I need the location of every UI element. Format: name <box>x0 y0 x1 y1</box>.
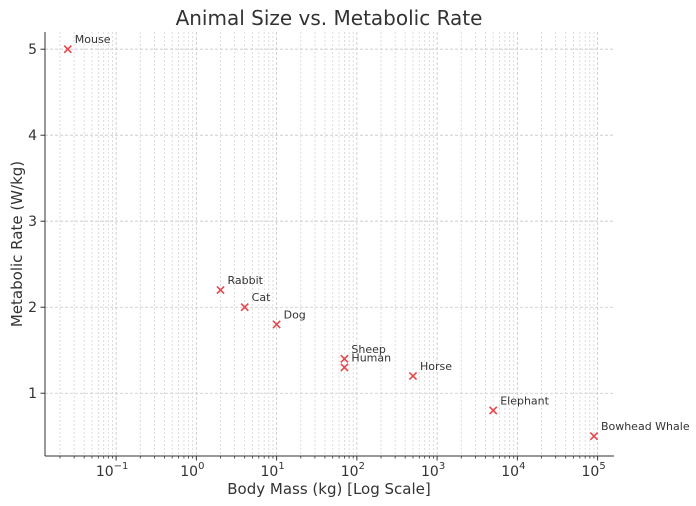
point-label: Cat <box>252 291 271 304</box>
chart-title: Animal Size vs. Metabolic Rate <box>176 6 483 30</box>
point-label: Mouse <box>75 33 111 46</box>
point-marker-stroke <box>216 285 225 295</box>
data-point <box>216 285 225 295</box>
x-tick-label: 105 <box>582 461 606 480</box>
x-tick-label: 100 <box>180 461 204 480</box>
x-tick-label: 101 <box>261 461 285 480</box>
y-tick-label: 5 <box>28 42 37 58</box>
data-point <box>408 371 418 381</box>
point-marker-stroke <box>489 406 498 415</box>
data-points <box>63 45 599 441</box>
point-label: Bowhead Whale <box>601 420 690 433</box>
point-marker-stroke <box>240 303 249 312</box>
data-point <box>240 303 249 312</box>
point-marker-stroke <box>272 320 281 329</box>
x-axis-label: Body Mass (kg) [Log Scale] <box>227 480 430 498</box>
data-point <box>489 406 498 415</box>
x-tick-label: 103 <box>421 461 445 480</box>
point-label: Horse <box>420 360 452 373</box>
point-label: Rabbit <box>228 274 264 287</box>
data-point <box>589 432 599 441</box>
y-tick-label: 1 <box>28 386 37 402</box>
point-label: Elephant <box>500 394 549 407</box>
data-point <box>272 320 281 329</box>
point-marker-stroke <box>589 432 599 441</box>
y-axis-label: Metabolic Rate (W/kg) <box>8 161 26 327</box>
data-point <box>340 354 349 363</box>
data-point <box>340 363 349 372</box>
x-axis-ticks: 10−1 100 101 102 103 104 105 <box>59 456 606 480</box>
major-grid <box>45 32 614 456</box>
point-label: Dog <box>284 308 306 321</box>
axes <box>44 32 614 457</box>
y-tick-label: 4 <box>28 128 37 144</box>
point-marker-stroke <box>340 363 349 372</box>
y-axis-ticks: 1 2 3 4 5 <box>28 42 45 402</box>
point-label: Sheep <box>351 343 385 356</box>
x-tick-label: 102 <box>341 461 365 480</box>
x-tick-label: 104 <box>501 461 525 480</box>
point-marker-stroke <box>340 354 349 363</box>
x-tick-label: 10−1 <box>96 461 129 480</box>
point-marker-stroke <box>63 45 72 54</box>
point-marker-stroke <box>408 371 418 381</box>
y-tick-label: 2 <box>28 300 37 316</box>
data-point <box>63 45 72 54</box>
y-tick-label: 3 <box>28 214 37 230</box>
minor-grid <box>59 32 595 456</box>
point-label: Human <box>351 351 391 364</box>
